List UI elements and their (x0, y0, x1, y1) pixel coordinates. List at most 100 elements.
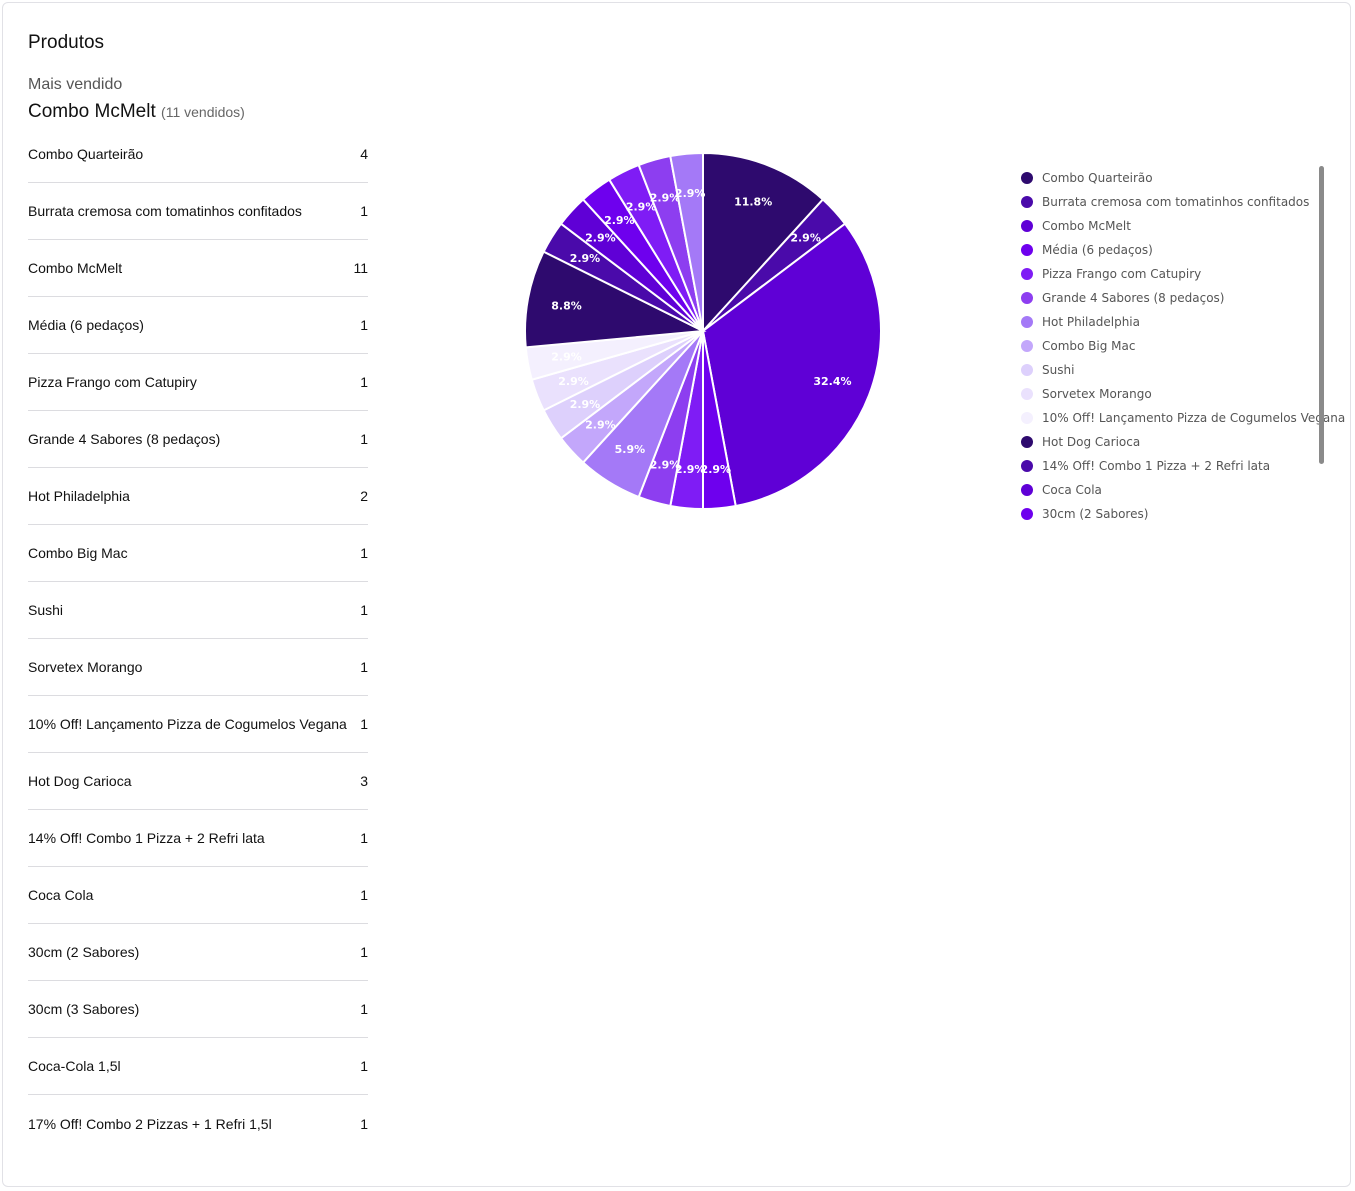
legend-label: Combo Big Mac (1042, 339, 1136, 353)
legend-color-dot (1021, 292, 1033, 304)
product-row: Grande 4 Sabores (8 pedaços) 1 (28, 411, 368, 468)
legend-item[interactable]: Burrata cremosa com tomatinhos confitado… (1018, 190, 1318, 214)
product-row: Pizza Frango com Catupiry 1 (28, 354, 368, 411)
legend-label: Hot Dog Carioca (1042, 435, 1141, 449)
legend-item[interactable]: Sorvetex Morango (1018, 382, 1318, 406)
pie-slice-label: 32.4% (813, 375, 851, 388)
legend-item[interactable]: Grande 4 Sabores (8 pedaços) (1018, 286, 1318, 310)
product-row: Sushi 1 (28, 582, 368, 639)
product-quantity: 1 (360, 1115, 368, 1132)
product-quantity: 3 (360, 773, 368, 789)
legend-item[interactable]: 14% Off! Combo 1 Pizza + 2 Refri lata (1018, 454, 1318, 478)
legend-item[interactable]: 10% Off! Lançamento Pizza de Cogumelos V… (1018, 406, 1345, 430)
legend-item[interactable]: Média (6 pedaços) (1018, 238, 1318, 262)
pie-slice-label: 2.9% (570, 398, 601, 411)
product-quantity: 1 (360, 374, 368, 390)
legend-label: Hot Philadelphia (1042, 315, 1140, 329)
product-row: Média (6 pedaços) 1 (28, 297, 368, 354)
legend-item[interactable]: Coca Cola (1018, 478, 1318, 502)
product-name: 10% Off! Lançamento Pizza de Cogumelos V… (28, 716, 347, 732)
best-seller-count: (11 vendidos) (161, 104, 245, 120)
product-row: 17% Off! Combo 2 Pizzas + 1 Refri 1,5l 1 (28, 1095, 368, 1152)
legend-item[interactable]: Combo Big Mac (1018, 334, 1318, 358)
pie-slice-label: 2.9% (790, 231, 821, 244)
legend-scrollbar[interactable] (1319, 166, 1324, 464)
pie-slice-label: 5.9% (615, 443, 646, 456)
legend-color-dot (1021, 316, 1033, 328)
pie-slice-label: 2.9% (675, 187, 706, 200)
products-pie-chart: 11.8%2.9%32.4%2.9%2.9%2.9%5.9%2.9%2.9%2.… (524, 151, 882, 511)
product-quantity: 1 (360, 431, 368, 447)
legend-item[interactable]: 30cm (2 Sabores) (1018, 502, 1318, 526)
product-row: Hot Philadelphia 2 (28, 468, 368, 525)
pie-slice-label: 2.9% (604, 214, 635, 227)
legend-item[interactable]: Hot Philadelphia (1018, 310, 1318, 334)
legend-color-dot (1021, 508, 1033, 520)
pie-slice-label: 2.9% (650, 459, 681, 472)
product-name: Sushi (28, 602, 64, 618)
product-quantity: 1 (360, 602, 368, 618)
legend-color-dot (1021, 388, 1033, 400)
legend-label: Coca Cola (1042, 483, 1102, 497)
product-row: 30cm (2 Sabores) 1 (28, 924, 368, 981)
product-quantity: 1 (360, 203, 368, 219)
pie-slice-label: 2.9% (650, 191, 681, 204)
legend-item[interactable]: Sushi (1018, 358, 1318, 382)
product-name: Burrata cremosa com tomatinhos confitado… (28, 203, 302, 219)
product-name: Coca Cola (28, 887, 94, 903)
legend-label: Média (6 pedaços) (1042, 243, 1153, 257)
product-row: 10% Off! Lançamento Pizza de Cogumelos V… (28, 696, 368, 753)
legend-color-dot (1021, 244, 1033, 256)
product-name: Combo McMelt (28, 260, 123, 276)
pie-slice[interactable] (702, 151, 825, 334)
legend-color-dot (1021, 340, 1033, 352)
legend-item[interactable]: Hot Dog Carioca (1018, 430, 1318, 454)
pie-slice[interactable] (524, 250, 707, 349)
best-seller-product: Combo McMelt (28, 101, 156, 122)
product-quantity: 1 (360, 545, 368, 561)
product-row: Burrata cremosa com tomatinhos confitado… (28, 183, 368, 240)
legend-item[interactable]: Pizza Frango com Catupiry (1018, 262, 1318, 286)
product-row: Combo McMelt 11 (28, 240, 368, 297)
product-name: Média (6 pedaços) (28, 317, 144, 333)
product-name: Pizza Frango com Catupiry (28, 374, 197, 390)
best-seller-name: Combo McMelt (11 vendidos) (28, 101, 245, 123)
legend-color-dot (1021, 460, 1033, 472)
legend-color-dot (1021, 268, 1033, 280)
product-row: 14% Off! Combo 1 Pizza + 2 Refri lata 1 (28, 810, 368, 867)
legend-label: 30cm (2 Sabores) (1042, 507, 1149, 521)
product-row: Coca Cola 1 (28, 867, 368, 924)
legend-label: Combo McMelt (1042, 219, 1131, 233)
pie-slice-label: 2.9% (675, 463, 706, 476)
chart-legend: Combo Quarteirão Burrata cremosa com toma… (1018, 166, 1345, 526)
legend-label: Sorvetex Morango (1042, 387, 1152, 401)
product-quantity: 1 (360, 830, 368, 846)
legend-color-dot (1021, 484, 1033, 496)
product-row: Coca-Cola 1,5l 1 (28, 1038, 368, 1095)
product-quantity: 1 (360, 1058, 368, 1074)
product-quantity: 1 (360, 716, 368, 732)
legend-item[interactable]: Combo Quarteirão (1018, 166, 1318, 190)
product-name: Combo Quarteirão (28, 146, 144, 162)
legend-color-dot (1021, 364, 1033, 376)
pie-slice[interactable] (701, 222, 882, 508)
product-name: 30cm (3 Sabores) (28, 1001, 140, 1017)
product-row: Combo Quarteirão 4 (28, 126, 368, 183)
pie-slice-label: 2.9% (701, 463, 732, 476)
legend-item[interactable]: Combo McMelt (1018, 214, 1318, 238)
pie-slice-label: 11.8% (734, 196, 772, 209)
legend-color-dot (1021, 172, 1033, 184)
product-quantity: 1 (360, 887, 368, 903)
product-row: 30cm (3 Sabores) 1 (28, 981, 368, 1038)
product-name: Sorvetex Morango (28, 659, 143, 675)
product-name: 17% Off! Combo 2 Pizzas + 1 Refri 1,5l (28, 1115, 272, 1132)
product-name: Coca-Cola 1,5l (28, 1058, 121, 1074)
pie-slice-label: 2.9% (585, 419, 616, 432)
pie-slice[interactable] (669, 151, 704, 332)
product-row: Combo Big Mac 1 (28, 525, 368, 582)
product-name: Hot Philadelphia (28, 488, 130, 504)
legend-label: Sushi (1042, 363, 1075, 377)
product-quantity: 1 (360, 1001, 368, 1017)
legend-color-dot (1021, 436, 1033, 448)
